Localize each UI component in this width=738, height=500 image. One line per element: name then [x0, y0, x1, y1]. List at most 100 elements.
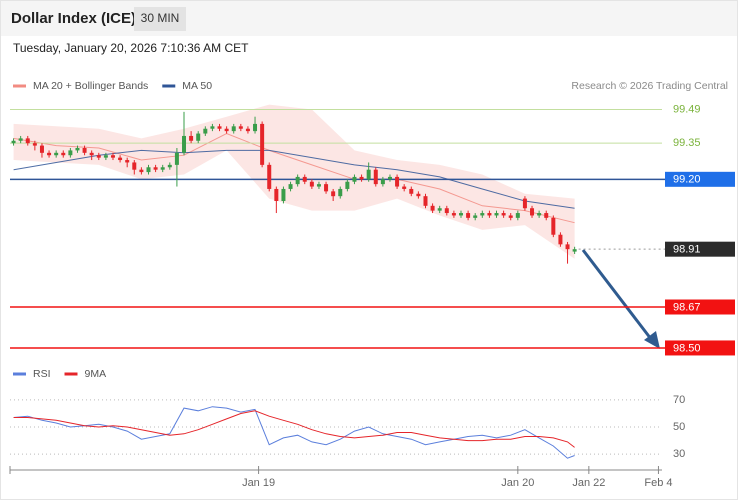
- candle-body: [508, 215, 513, 218]
- level-label: 99.20: [673, 174, 701, 186]
- level-label-box: [665, 299, 735, 315]
- candle-body: [359, 176, 364, 180]
- candle-body: [47, 152, 52, 156]
- candle-body: [210, 126, 215, 129]
- candle-body: [537, 213, 542, 216]
- candle-body: [423, 196, 428, 206]
- candle-body: [245, 128, 250, 132]
- candle-body: [494, 213, 499, 216]
- credit: Research © 2026 Trading Central: [571, 80, 728, 92]
- candle-body: [68, 150, 73, 156]
- candle-body: [253, 123, 258, 132]
- candle-body: [224, 128, 229, 132]
- candle-body: [473, 215, 478, 218]
- candle-body: [459, 213, 464, 216]
- level-label-box: [665, 340, 735, 356]
- candle-body: [132, 162, 137, 170]
- candle-body: [231, 126, 236, 132]
- candle-body: [203, 128, 208, 134]
- candle-body: [373, 169, 378, 185]
- header-bar: [1, 1, 737, 36]
- candle-body: [288, 184, 293, 189]
- candle-body: [487, 213, 492, 216]
- y-tick-label: 50: [673, 421, 685, 433]
- candle-body: [430, 205, 435, 211]
- candle-body: [295, 176, 300, 185]
- candle-body: [32, 143, 37, 146]
- candle-body: [174, 152, 179, 165]
- level-label-box: [665, 171, 735, 187]
- candle-body: [274, 188, 279, 201]
- interval-label[interactable]: 30 MIN: [141, 11, 180, 25]
- candle-body: [75, 148, 80, 151]
- candle-body: [238, 126, 243, 129]
- candle-body: [345, 181, 350, 189]
- candle-body: [437, 208, 442, 211]
- candle-body: [61, 152, 66, 156]
- candle-body: [302, 176, 307, 182]
- level-label: 98.91: [673, 244, 701, 256]
- level-label: 98.50: [673, 342, 701, 354]
- candle-body: [182, 135, 187, 153]
- candle-body: [18, 138, 23, 141]
- candle-body: [409, 188, 414, 194]
- candle-body: [118, 157, 123, 161]
- candle-body: [103, 155, 108, 158]
- candle-body: [558, 234, 563, 245]
- candle-body: [316, 184, 321, 187]
- interval-badge[interactable]: [134, 7, 186, 31]
- x-tick-label: Jan 19: [242, 477, 275, 489]
- y-tick-label: 30: [673, 448, 685, 460]
- candle-body: [139, 169, 144, 173]
- candle-body: [451, 213, 456, 216]
- candle-body: [444, 208, 449, 214]
- x-tick-label: Jan 20: [501, 477, 534, 489]
- forecast-arrowhead: [644, 331, 660, 349]
- legend-label[interactable]: MA 50: [182, 80, 212, 92]
- candle-body: [572, 249, 577, 252]
- x-tick-label: Jan 22: [572, 477, 605, 489]
- legend-label[interactable]: RSI: [33, 368, 51, 380]
- candle-body: [366, 169, 371, 180]
- candle-body: [267, 164, 272, 189]
- candle-body: [54, 152, 59, 156]
- timestamp: Tuesday, January 20, 2026 7:10:36 AM CET: [13, 41, 249, 55]
- candle-body: [146, 167, 151, 173]
- candle-body: [395, 176, 400, 187]
- candle-body: [160, 167, 165, 170]
- candle-body: [309, 181, 314, 187]
- candle-body: [260, 123, 265, 165]
- candle-body: [331, 191, 336, 197]
- candle-body: [416, 193, 421, 197]
- level-label: 98.67: [673, 301, 701, 313]
- candle-body: [544, 213, 549, 218]
- candle-body: [39, 145, 44, 153]
- level-label-box: [665, 241, 735, 257]
- candle-body: [189, 135, 194, 141]
- legend-label[interactable]: MA 20 + Bollinger Bands: [33, 80, 148, 92]
- candle-body: [380, 179, 385, 185]
- legend-label[interactable]: 9MA: [85, 368, 107, 380]
- candle-body: [352, 176, 357, 182]
- candle-body: [217, 126, 222, 129]
- instrument-title: Dollar Index (ICE): [11, 10, 136, 27]
- candle-body: [466, 213, 471, 218]
- moving-average-line: [13, 132, 575, 224]
- forecast-arrow: [581, 249, 653, 340]
- candle-body: [281, 188, 286, 201]
- candle-body: [167, 164, 172, 168]
- candle-body: [565, 244, 570, 250]
- candle-body: [480, 213, 485, 216]
- indicator-line: [13, 410, 575, 448]
- candle-body: [110, 155, 115, 158]
- candle-body: [11, 140, 16, 144]
- level-label: 99.35: [673, 137, 701, 149]
- y-tick-label: 70: [673, 394, 685, 406]
- level-label: 99.49: [673, 103, 701, 115]
- candle-body: [89, 152, 94, 156]
- candle-body: [338, 188, 343, 197]
- candle-body: [25, 138, 30, 144]
- candle-body: [82, 148, 87, 153]
